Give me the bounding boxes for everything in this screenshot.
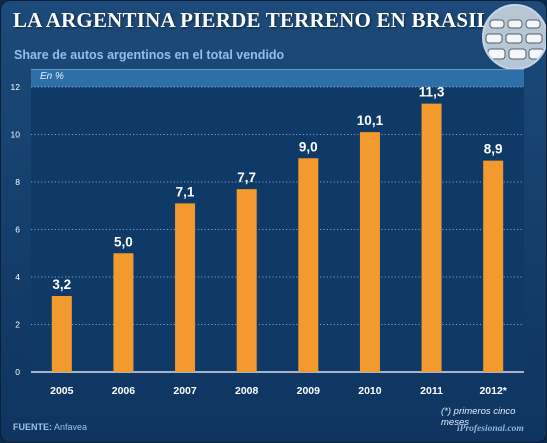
y-tick-label: 2 xyxy=(15,320,20,330)
x-tick-label: 2009 xyxy=(297,385,321,397)
chart-title: LA ARGENTINA PIERDE TERRENO EN BRASIL xyxy=(13,8,491,32)
data-label: 7,7 xyxy=(237,170,256,185)
x-tick-label: 2005 xyxy=(50,385,74,397)
bar-2006 xyxy=(113,253,134,372)
x-tick-label: 2011 xyxy=(420,385,443,397)
bar-2010 xyxy=(359,132,380,372)
y-tick-label: 4 xyxy=(15,272,20,282)
brand-logo: iProfesional.com xyxy=(457,424,524,434)
cars-photo xyxy=(482,4,546,70)
x-tick-label: 2008 xyxy=(235,385,259,397)
source-label: FUENTE: xyxy=(13,422,52,432)
source-line: FUENTE: Anfavea xyxy=(13,422,87,432)
x-tick-label: 2007 xyxy=(173,385,197,397)
bar-2007 xyxy=(175,203,196,372)
y-tick-label: 8 xyxy=(15,177,20,187)
source-value: Anfavea xyxy=(54,422,88,432)
data-label: 11,3 xyxy=(419,85,445,100)
x-tick-label: 2006 xyxy=(112,385,136,397)
y-tick-label: 6 xyxy=(15,225,20,235)
footnote: (*) primeros cinco meses xyxy=(441,406,516,428)
bar-2011 xyxy=(421,103,442,372)
unit-bar xyxy=(31,69,524,87)
data-label: 3,2 xyxy=(52,277,71,292)
bar-2005 xyxy=(51,296,72,372)
y-tick-label: 10 xyxy=(11,130,21,140)
data-label: 9,0 xyxy=(299,139,318,154)
y-axis-unit: En % xyxy=(40,71,64,82)
data-label: 10,1 xyxy=(357,113,384,128)
data-label: 8,9 xyxy=(484,142,503,157)
data-label: 5,0 xyxy=(114,234,133,249)
x-tick-label: 2010 xyxy=(358,385,382,397)
x-tick-label: 2012* xyxy=(479,385,507,397)
chart-subtitle: Share de autos argentinos en el total ve… xyxy=(14,48,285,62)
bar-2009 xyxy=(298,158,319,372)
y-tick-label: 0 xyxy=(15,367,20,377)
bar-2008 xyxy=(236,189,257,372)
bar-2012* xyxy=(483,160,504,372)
data-label: 7,1 xyxy=(176,184,195,199)
y-tick-label: 12 xyxy=(11,82,21,92)
